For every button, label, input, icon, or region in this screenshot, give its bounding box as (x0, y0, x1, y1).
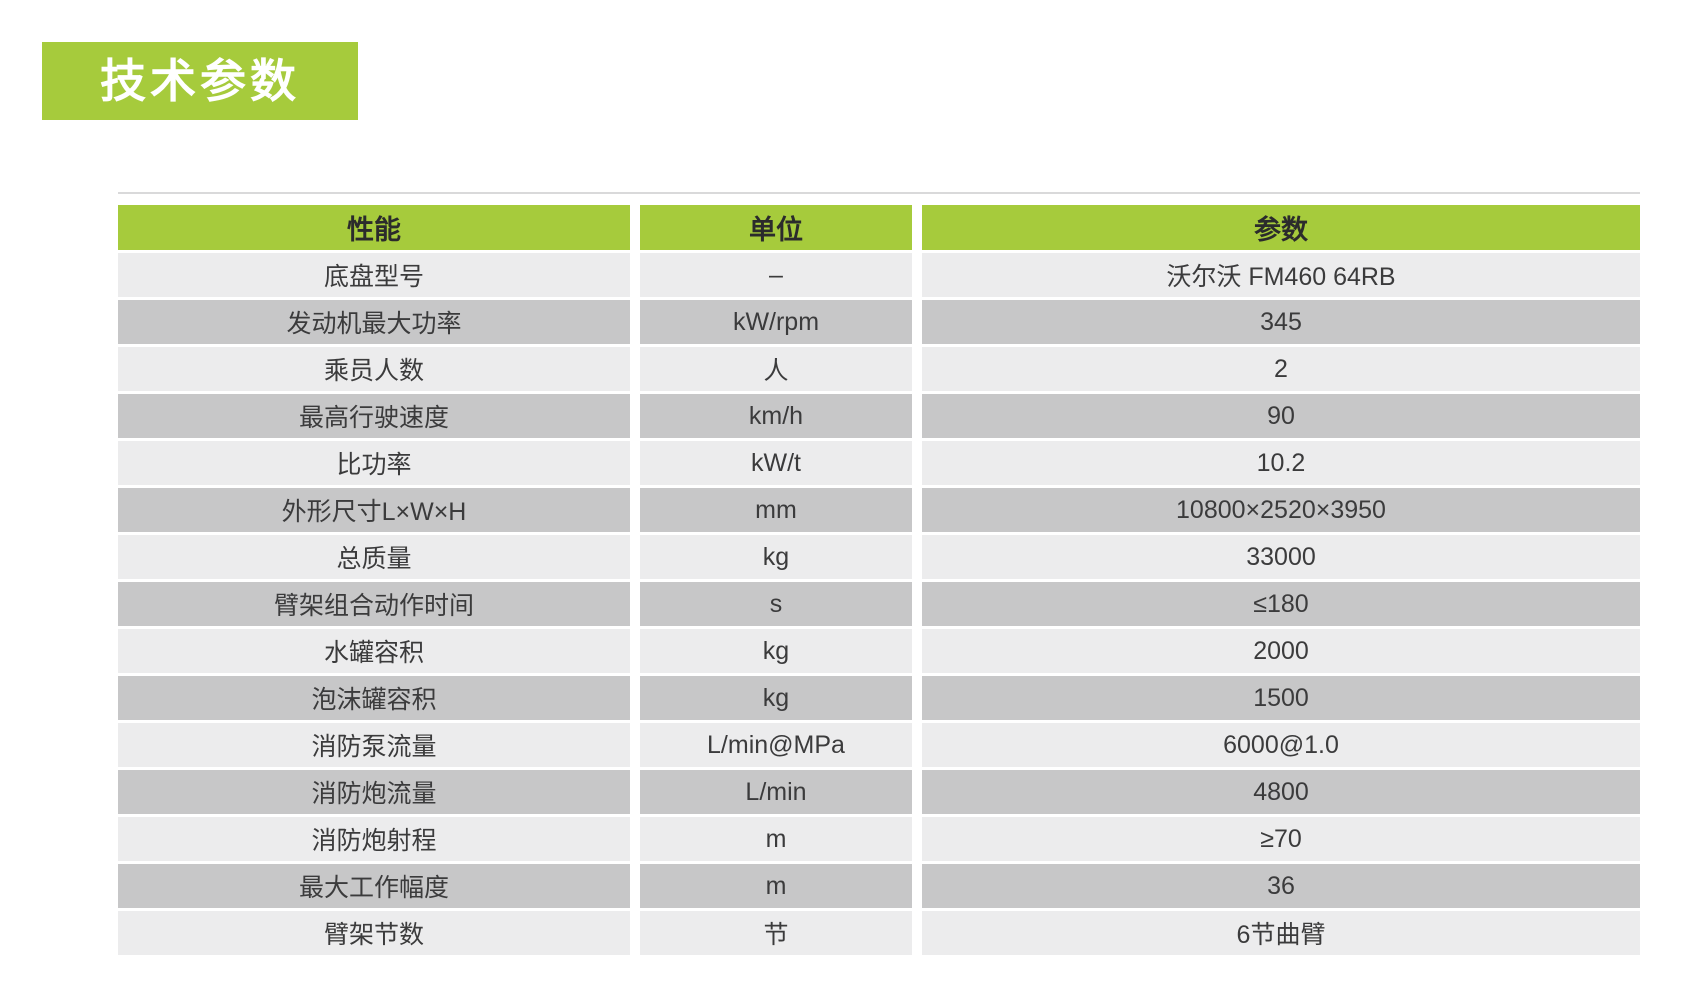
cell-performance: 发动机最大功率 (118, 300, 630, 344)
cell-performance: 消防炮射程 (118, 817, 630, 861)
table-row: 水罐容积 kg 2000 (118, 629, 1640, 673)
cell-unit: s (640, 582, 912, 626)
cell-unit: kg (640, 535, 912, 579)
table-top-border (118, 192, 1640, 194)
cell-performance: 外形尺寸L×W×H (118, 488, 630, 532)
cell-performance: 比功率 (118, 441, 630, 485)
cell-performance: 水罐容积 (118, 629, 630, 673)
cell-performance: 底盘型号 (118, 253, 630, 297)
cell-unit: L/min@MPa (640, 723, 912, 767)
cell-value: 90 (922, 394, 1640, 438)
cell-performance: 臂架组合动作时间 (118, 582, 630, 626)
cell-value: 1500 (922, 676, 1640, 720)
table-row: 外形尺寸L×W×H mm 10800×2520×3950 (118, 488, 1640, 532)
cell-value: 2000 (922, 629, 1640, 673)
table-row: 乘员人数人 2 (118, 347, 1640, 391)
header-cell-unit: 单位 (640, 205, 912, 250)
table-row: 消防炮流量 L/min 4800 (118, 770, 1640, 814)
cell-value: 10800×2520×3950 (922, 488, 1640, 532)
header-cell-parameter: 参数 (922, 205, 1640, 250)
title-banner: 技术参数 (42, 42, 358, 120)
table-row: 最高行驶速度 km/h 90 (118, 394, 1640, 438)
cell-value: 10.2 (922, 441, 1640, 485)
cell-unit: 人 (640, 347, 912, 391)
table-row: 消防炮射程 m ≥70 (118, 817, 1640, 861)
table-row: 泡沫罐容积 kg 1500 (118, 676, 1640, 720)
table-row: 发动机最大功率 kW/rpm 345 (118, 300, 1640, 344)
cell-value: 6节曲臂 (922, 911, 1640, 955)
cell-unit: kg (640, 676, 912, 720)
table-body: 底盘型号 – 沃尔沃 FM460 64RB 发动机最大功率 kW/rpm 345 乘员人数人… (118, 253, 1640, 955)
cell-unit: kW/t (640, 441, 912, 485)
cell-performance: 泡沫罐容积 (118, 676, 630, 720)
cell-value: ≥70 (922, 817, 1640, 861)
cell-unit: kg (640, 629, 912, 673)
cell-unit: kW/rpm (640, 300, 912, 344)
cell-value: 沃尔沃 FM460 64RB (922, 253, 1640, 297)
cell-performance: 臂架节数 (118, 911, 630, 955)
cell-performance: 总质量 (118, 535, 630, 579)
table-row: 比功率 kW/t 10.2 (118, 441, 1640, 485)
cell-performance: 最高行驶速度 (118, 394, 630, 438)
header-cell-performance: 性能 (118, 205, 630, 250)
cell-unit: – (640, 253, 912, 297)
cell-unit: m (640, 817, 912, 861)
table-row: 消防泵流量 L/min@MPa 6000@1.0 (118, 723, 1640, 767)
cell-value: 6000@1.0 (922, 723, 1640, 767)
cell-performance: 消防泵流量 (118, 723, 630, 767)
cell-performance: 最大工作幅度 (118, 864, 630, 908)
cell-performance: 消防炮流量 (118, 770, 630, 814)
cell-value: 2 (922, 347, 1640, 391)
cell-value: 345 (922, 300, 1640, 344)
table-row: 臂架组合动作时间 s ≤180 (118, 582, 1640, 626)
table-row: 最大工作幅度 m 36 (118, 864, 1640, 908)
cell-unit: km/h (640, 394, 912, 438)
cell-unit: L/min (640, 770, 912, 814)
table-row: 底盘型号 – 沃尔沃 FM460 64RB (118, 253, 1640, 297)
cell-value: 33000 (922, 535, 1640, 579)
cell-unit: m (640, 864, 912, 908)
table-header-row: 性能 单位 参数 (118, 205, 1640, 250)
cell-value: ≤180 (922, 582, 1640, 626)
cell-unit: mm (640, 488, 912, 532)
cell-performance: 乘员人数 (118, 347, 630, 391)
table-row: 总质量 kg 33000 (118, 535, 1640, 579)
table-row: 臂架节数节 6节曲臂 (118, 911, 1640, 955)
cell-unit: 节 (640, 911, 912, 955)
spec-table: 性能 单位 参数 底盘型号 – 沃尔沃 FM460 64RB 发动机最大功率 kW/rp… (118, 205, 1640, 955)
cell-value: 36 (922, 864, 1640, 908)
cell-value: 4800 (922, 770, 1640, 814)
page-title: 技术参数 (100, 55, 300, 107)
